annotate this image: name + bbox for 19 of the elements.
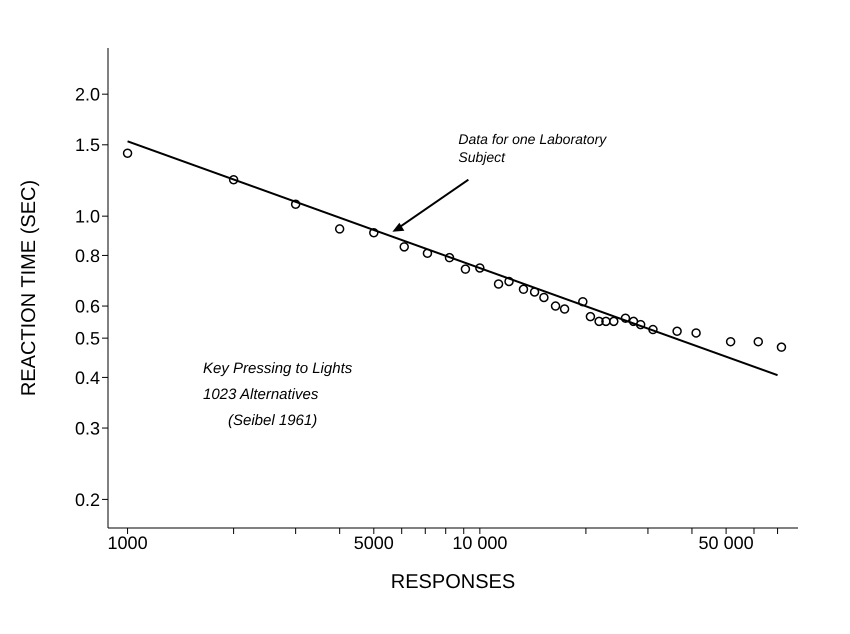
y-tick-label: 2.0 — [74, 84, 100, 105]
y-tick-label: 1.0 — [74, 206, 100, 227]
y-tick-label: 0.2 — [74, 490, 100, 510]
x-tick-label: 50 000 — [698, 532, 754, 553]
annotation: (Seibel 1961) — [228, 412, 318, 429]
x-tick-label: 1000 — [108, 532, 148, 553]
x-axis-title: RESPONSES — [390, 571, 516, 593]
annotation: Key Pressing to Lights — [203, 360, 353, 377]
y-tick-label: 0.3 — [74, 418, 100, 438]
y-tick-label: 0.5 — [74, 328, 100, 349]
y-tick-label: 0.8 — [74, 246, 100, 266]
annotation: 1023 Alternatives — [203, 386, 319, 403]
y-tick-label: 1.5 — [74, 135, 100, 156]
annotation: Data for one Laboratory Subject — [458, 130, 608, 166]
y-axis-title: REACTION TIME (SEC) — [18, 180, 40, 396]
y-tick-label: 0.6 — [74, 296, 100, 316]
x-tick-label: 10 000 — [452, 532, 508, 553]
y-tick-label: 0.4 — [74, 368, 100, 388]
x-tick-label: 5000 — [354, 532, 394, 553]
